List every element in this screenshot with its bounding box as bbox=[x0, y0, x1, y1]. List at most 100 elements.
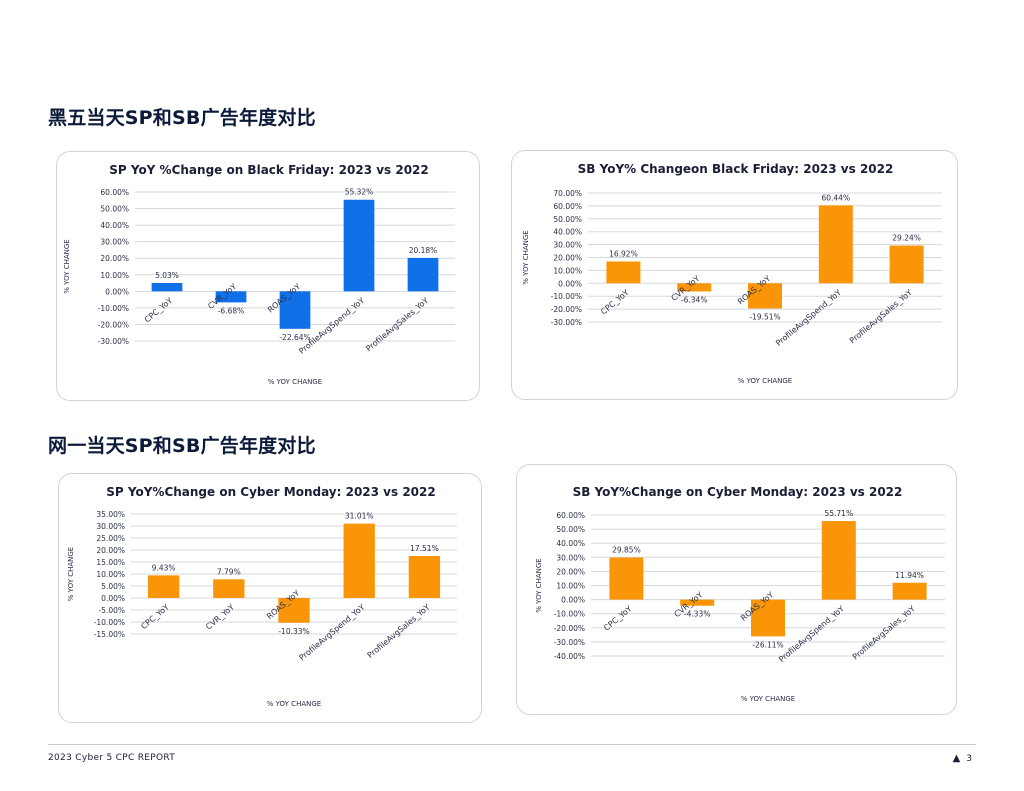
chart-svg: SB YoY% Changeon Black Friday: 2023 vs 2… bbox=[522, 162, 942, 385]
bar bbox=[213, 579, 245, 598]
y-tick-label: 30.00% bbox=[556, 553, 585, 562]
data-label: 11.94% bbox=[895, 571, 924, 580]
y-tick-label: -30.00% bbox=[98, 337, 129, 346]
category-label: ProfileAvgSpend_YoY bbox=[774, 288, 843, 348]
footer-page: ▲ 3 bbox=[953, 753, 972, 764]
y-axis-label: % YOY CHANGE bbox=[535, 558, 543, 612]
y-tick-label: -30.00% bbox=[551, 318, 582, 327]
y-tick-label: 30.00% bbox=[100, 238, 129, 247]
category-label: CPC_YoY bbox=[139, 603, 171, 632]
y-tick-label: -5.00% bbox=[98, 606, 125, 615]
category-label: CPC_YoY bbox=[143, 296, 175, 325]
bar bbox=[821, 521, 856, 600]
bar bbox=[343, 523, 375, 598]
bar bbox=[751, 599, 785, 637]
y-tick-label: 10.00% bbox=[556, 582, 585, 591]
data-label: 7.79% bbox=[217, 567, 241, 576]
data-label: 55.32% bbox=[345, 188, 374, 197]
data-label: 29.24% bbox=[892, 234, 921, 243]
data-label: -10.33% bbox=[278, 627, 309, 636]
y-tick-label: 30.00% bbox=[553, 241, 582, 250]
data-label: 60.44% bbox=[821, 193, 850, 202]
data-label: -19.51% bbox=[749, 312, 780, 321]
y-tick-label: -40.00% bbox=[554, 652, 585, 661]
y-tick-label: 70.00% bbox=[553, 189, 582, 198]
bar bbox=[215, 291, 247, 303]
y-tick-label: 5.00% bbox=[101, 582, 125, 591]
data-label: 20.18% bbox=[409, 246, 438, 255]
y-tick-label: -15.00% bbox=[94, 630, 125, 639]
data-label: -6.34% bbox=[681, 295, 708, 304]
bar bbox=[680, 599, 715, 606]
chart-svg: SP YoY%Change on Cyber Monday: 2023 vs 2… bbox=[67, 485, 457, 708]
y-tick-label: -10.00% bbox=[98, 304, 129, 313]
y-tick-label: 0.00% bbox=[105, 287, 129, 296]
y-tick-label: 0.00% bbox=[558, 279, 582, 288]
y-tick-label: 20.00% bbox=[553, 254, 582, 263]
y-tick-label: 25.00% bbox=[96, 534, 125, 543]
category-label: ProfileAvgSpend_YoY bbox=[777, 604, 846, 664]
chart-card-sp-cyber-monday: SP YoY%Change on Cyber Monday: 2023 vs 2… bbox=[58, 473, 482, 723]
chart-card-sb-black-friday: SB YoY% Changeon Black Friday: 2023 vs 2… bbox=[511, 150, 958, 400]
y-tick-label: 50.00% bbox=[556, 525, 585, 534]
bar bbox=[147, 575, 180, 598]
category-label: ProfileAvgSales_YoY bbox=[851, 604, 917, 661]
y-tick-label: 40.00% bbox=[553, 228, 582, 237]
y-axis-label: % YOY CHANGE bbox=[67, 547, 75, 601]
data-label: 29.85% bbox=[612, 546, 641, 555]
bar bbox=[407, 257, 439, 292]
chart-svg: SB YoY%Change on Cyber Monday: 2023 vs 2… bbox=[535, 485, 945, 703]
bar bbox=[279, 291, 311, 329]
y-tick-label: 10.00% bbox=[100, 271, 129, 280]
data-label: -4.33% bbox=[684, 610, 711, 619]
y-tick-label: 0.00% bbox=[561, 596, 585, 605]
chart-title: SB YoY% Changeon Black Friday: 2023 vs 2… bbox=[578, 162, 894, 176]
section-title-black-friday: 黑五当天SP和SB广告年度对比 bbox=[48, 107, 316, 129]
bar bbox=[151, 283, 183, 292]
y-tick-label: 50.00% bbox=[100, 205, 129, 214]
chart-svg: SP YoY %Change on Black Friday: 2023 vs … bbox=[63, 163, 455, 386]
category-label: CPC_YoY bbox=[602, 604, 634, 633]
chart-title: SB YoY%Change on Cyber Monday: 2023 vs 2… bbox=[573, 485, 903, 499]
chart-card-sb-cyber-monday: SB YoY%Change on Cyber Monday: 2023 vs 2… bbox=[516, 464, 957, 715]
y-tick-label: -20.00% bbox=[551, 305, 582, 314]
chart-card-sp-black-friday: SP YoY %Change on Black Friday: 2023 vs … bbox=[56, 151, 480, 401]
data-label: -22.64% bbox=[279, 333, 310, 342]
y-tick-label: -20.00% bbox=[98, 320, 129, 329]
footer-report-name: 2023 Cyber 5 CPC REPORT bbox=[48, 753, 176, 763]
y-tick-label: 10.00% bbox=[96, 570, 125, 579]
y-tick-label: 40.00% bbox=[556, 539, 585, 548]
chart-title: SP YoY%Change on Cyber Monday: 2023 vs 2… bbox=[106, 485, 435, 499]
category-label: ProfileAvgSales_YoY bbox=[366, 603, 432, 660]
category-label: CPC_YoY bbox=[599, 288, 631, 317]
y-axis-label: % YOY CHANGE bbox=[522, 230, 530, 284]
x-axis-label: % YOY CHANGE bbox=[268, 378, 322, 386]
data-label: 9.43% bbox=[152, 563, 176, 572]
y-tick-label: -10.00% bbox=[551, 292, 582, 301]
bar bbox=[408, 555, 441, 598]
y-tick-label: 35.00% bbox=[96, 510, 125, 519]
y-tick-label: -30.00% bbox=[554, 638, 585, 647]
data-label: -26.11% bbox=[752, 640, 783, 649]
y-tick-label: 10.00% bbox=[553, 266, 582, 275]
data-label: 5.03% bbox=[155, 271, 179, 280]
data-label: 31.01% bbox=[345, 512, 374, 521]
y-tick-label: 20.00% bbox=[100, 254, 129, 263]
bar bbox=[609, 557, 644, 600]
bar bbox=[606, 261, 641, 284]
x-axis-label: % YOY CHANGE bbox=[741, 695, 795, 703]
y-tick-label: -10.00% bbox=[554, 610, 585, 619]
y-tick-label: 30.00% bbox=[96, 522, 125, 531]
brand-logo-icon: ▲ bbox=[952, 753, 961, 764]
y-tick-label: 20.00% bbox=[96, 546, 125, 555]
category-label: CVR_YoY bbox=[204, 603, 236, 632]
section-title-cyber-monday: 网一当天SP和SB广告年度对比 bbox=[48, 435, 316, 457]
y-axis-label: % YOY CHANGE bbox=[63, 239, 71, 293]
data-label: -6.68% bbox=[218, 306, 245, 315]
y-tick-label: 50.00% bbox=[553, 215, 582, 224]
bar bbox=[343, 199, 375, 292]
y-tick-label: -20.00% bbox=[554, 624, 585, 633]
page-number: 3 bbox=[966, 754, 972, 764]
data-label: 55.71% bbox=[824, 509, 853, 518]
bar bbox=[889, 245, 924, 284]
